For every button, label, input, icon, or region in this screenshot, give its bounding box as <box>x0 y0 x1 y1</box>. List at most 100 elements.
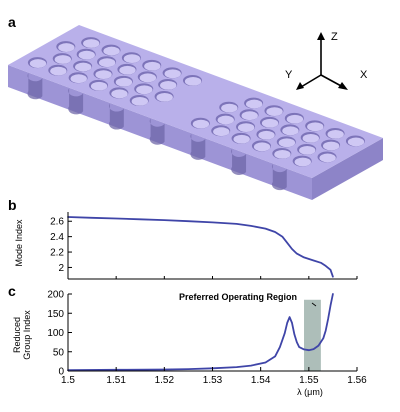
group-index-chart: 0 50 100 150 200 1.5 1.51 1.52 1.53 1.54 1.55 1.56 <box>47 290 367 387</box>
x-tick-label: 1.5 <box>61 375 75 386</box>
air-hole <box>76 48 96 60</box>
air-hole <box>272 148 292 160</box>
y-tick-label: 50 <box>53 347 65 358</box>
y-arrow-icon <box>296 82 304 90</box>
y-tick-label: 100 <box>47 328 64 339</box>
air-hole <box>73 60 93 72</box>
air-hole <box>215 113 235 125</box>
panel-c: c Reduced Group Index 0 50 100 150 200 1.5 1.5… <box>8 283 367 397</box>
air-hole <box>284 112 304 124</box>
panel-b-label: b <box>8 197 17 213</box>
edge-notch <box>27 73 43 100</box>
air-hole <box>182 74 202 86</box>
air-hole <box>321 139 341 151</box>
air-hole <box>68 72 88 84</box>
air-hole <box>297 143 317 155</box>
air-hole <box>264 105 284 117</box>
z-axis-label: Z <box>331 31 338 43</box>
air-hole <box>292 155 312 167</box>
slab-holes <box>27 37 365 167</box>
air-hole <box>93 68 113 80</box>
x-tick-label: 1.53 <box>203 375 223 386</box>
air-hole <box>81 37 101 49</box>
air-hole <box>97 56 117 68</box>
y-tick-label: 200 <box>47 290 64 301</box>
panel-a: a Z Y X <box>8 14 383 200</box>
air-hole <box>101 44 121 56</box>
y-tick-label: 150 <box>47 309 64 320</box>
air-hole <box>142 59 162 71</box>
panel-c-label: c <box>8 283 16 299</box>
air-hole <box>117 63 137 75</box>
slab-edge-notches <box>27 73 287 191</box>
air-hole <box>280 124 300 136</box>
air-hole <box>154 90 174 102</box>
air-hole <box>256 128 276 140</box>
air-hole <box>48 64 68 76</box>
panel-b: b Mode Index 2 2.2 2.4 2.6 <box>8 197 358 280</box>
y-tick-label: 0 <box>58 367 64 378</box>
z-arrow-icon <box>317 32 325 40</box>
air-hole <box>211 125 231 137</box>
series-line-0 <box>67 293 334 372</box>
air-hole <box>162 67 182 79</box>
x-tick-label: 1.51 <box>106 375 126 386</box>
air-hole <box>121 52 141 64</box>
air-hole <box>219 101 239 113</box>
air-hole <box>259 116 279 128</box>
air-hole <box>251 140 271 152</box>
air-hole <box>325 127 345 139</box>
edge-notch <box>149 118 165 145</box>
y-tick-label: 2.6 <box>50 217 64 228</box>
air-hole <box>27 57 47 69</box>
x-arrow-icon <box>338 82 348 90</box>
x-axis-title: λ (μm) <box>297 387 323 397</box>
y-axis-label: Y <box>285 69 293 81</box>
edge-notch <box>231 148 247 175</box>
group-index-axis-label-line1: Reduced <box>12 317 22 353</box>
group-index-axis-label-line2: Group Index <box>22 310 32 360</box>
edge-notch <box>190 133 206 160</box>
panel-a-label: a <box>8 14 16 30</box>
mode-index-axis-label: Mode Index <box>14 219 24 267</box>
y-axis-line <box>300 74 322 88</box>
x-axis-label: X <box>360 69 368 81</box>
axes-triad <box>296 32 348 90</box>
air-hole <box>276 136 296 148</box>
air-hole <box>129 95 149 107</box>
annotation-leader <box>311 302 317 307</box>
y-tick-label: 2.4 <box>50 232 64 243</box>
air-hole <box>134 83 154 95</box>
air-hole <box>239 109 259 121</box>
x-tick-label: 1.56 <box>347 375 367 386</box>
air-hole <box>158 79 178 91</box>
y-tick-label: 2.2 <box>50 248 64 259</box>
pc-slab <box>8 25 383 200</box>
x-tick-label: 1.54 <box>251 375 271 386</box>
y-tick-label: 2 <box>58 263 64 274</box>
air-hole <box>113 75 133 87</box>
edge-notch <box>68 88 84 115</box>
x-axis-line <box>320 74 344 88</box>
air-hole <box>56 41 76 53</box>
mode-index-chart: 2 2.2 2.4 2.6 <box>50 212 358 280</box>
slab-right-face <box>312 138 383 200</box>
air-hole <box>231 132 251 144</box>
air-hole <box>300 132 320 144</box>
x-tick-label: 1.52 <box>155 375 175 386</box>
air-hole <box>52 53 72 65</box>
edge-notch <box>109 103 124 130</box>
air-hole <box>305 120 325 132</box>
air-hole <box>345 135 365 147</box>
air-hole <box>109 87 129 99</box>
preferred-operating-region <box>304 299 321 371</box>
edge-notch <box>271 164 287 191</box>
air-hole <box>137 71 157 83</box>
series-line-0 <box>67 216 334 278</box>
air-hole <box>317 151 337 163</box>
air-hole <box>190 117 210 129</box>
air-hole <box>236 121 256 133</box>
x-tick-label: 1.55 <box>299 375 319 386</box>
air-hole <box>244 97 264 109</box>
